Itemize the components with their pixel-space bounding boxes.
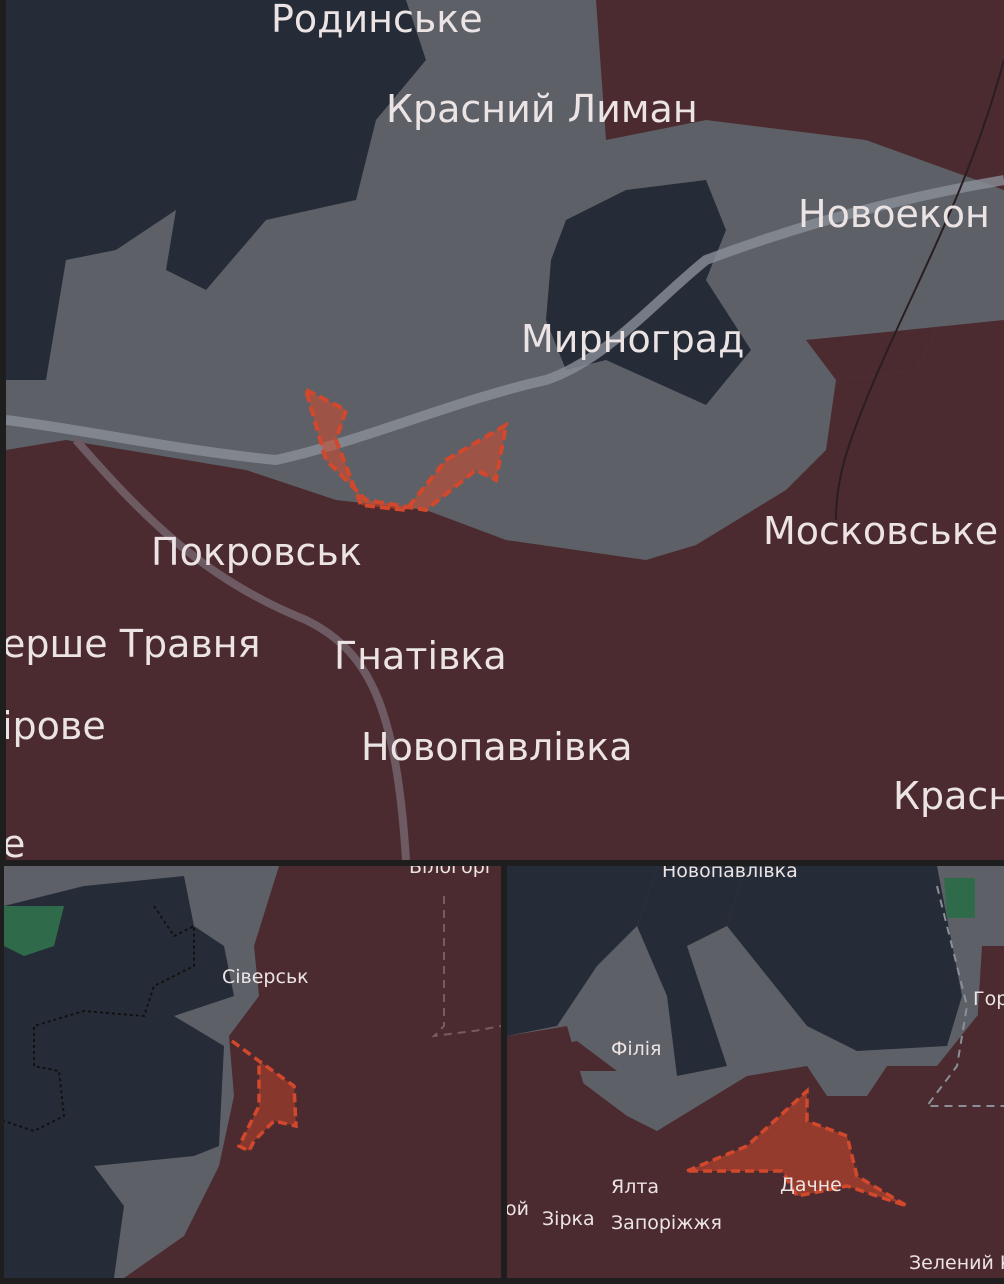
label-zelenyi: Зелений К: [909, 1252, 1004, 1274]
advance-area: [302, 386, 509, 513]
label-novoekon: Новоекон: [798, 192, 990, 236]
label-hnativka: Гнатівка: [334, 634, 507, 678]
boundary-dotted: [4, 905, 195, 1133]
inset-map-dachne[interactable]: Новопавлівка Філія Гор ой Зірка Ялта Зап…: [507, 866, 1004, 1278]
label-irove: ірове: [6, 704, 106, 748]
forest: [4, 906, 64, 956]
label-krasn: Красн: [893, 774, 1004, 818]
main-map-territory: [6, 0, 1004, 860]
occupied-east: [806, 320, 1004, 380]
label-siversk: Сіверськ: [222, 966, 309, 988]
road-south: [72, 437, 410, 860]
siversk-territory: [4, 866, 501, 1278]
label-pershe-travnia: ерше Травня: [6, 622, 261, 666]
road: [6, 175, 1004, 466]
ukraine-controlled-center: [637, 866, 747, 1076]
dachne-territory: [507, 866, 1004, 1208]
ukraine-controlled-east: [727, 866, 962, 1051]
label-novopavlivka-small: Новопавлівка: [662, 866, 798, 882]
dashed-line: [925, 885, 1004, 1107]
label-moskovske: Московське: [763, 509, 999, 553]
occupied-west-bulge: [507, 1041, 657, 1136]
label-hor: Гор: [973, 988, 1004, 1010]
main-map[interactable]: Родинське Красний Лиман Новоекон Мирногр…: [6, 0, 1004, 860]
occupied-northeast: [604, 0, 1004, 180]
label-yalta: Ялта: [611, 1176, 660, 1198]
label-bilohorivka: Білогорі: [409, 866, 491, 878]
advance-area: [230, 1039, 298, 1154]
label-zirka: Зірка: [542, 1208, 595, 1230]
label-rodynske: Родинське: [271, 0, 483, 41]
ukraine-controlled-west: [507, 866, 657, 1036]
label-dachne: Дачне: [780, 1174, 842, 1196]
dashed-line: [431, 896, 501, 1038]
label-novopavlivka: Новопавлівка: [361, 725, 633, 769]
river: [835, 59, 1004, 521]
label-filiia: Філія: [611, 1038, 662, 1060]
forest: [944, 878, 975, 918]
label-krasnyi-lyman: Красний Лиман: [386, 87, 698, 131]
occupied-east-strip: [977, 946, 1004, 1026]
label-oi: ой: [507, 1198, 529, 1220]
ukraine-controlled: [4, 876, 234, 1278]
ukraine-controlled-northwest: [6, 0, 426, 380]
inset-map-siversk[interactable]: Білогорі Сіверськ: [4, 866, 501, 1278]
label-myrnohrad: Мирноград: [521, 317, 745, 361]
label-zaporizhzhia: Запоріжжя: [611, 1212, 722, 1234]
label-pokrovsk: Покровськ: [151, 530, 362, 574]
label-e: е: [6, 822, 26, 860]
advance-area: [686, 1087, 908, 1208]
